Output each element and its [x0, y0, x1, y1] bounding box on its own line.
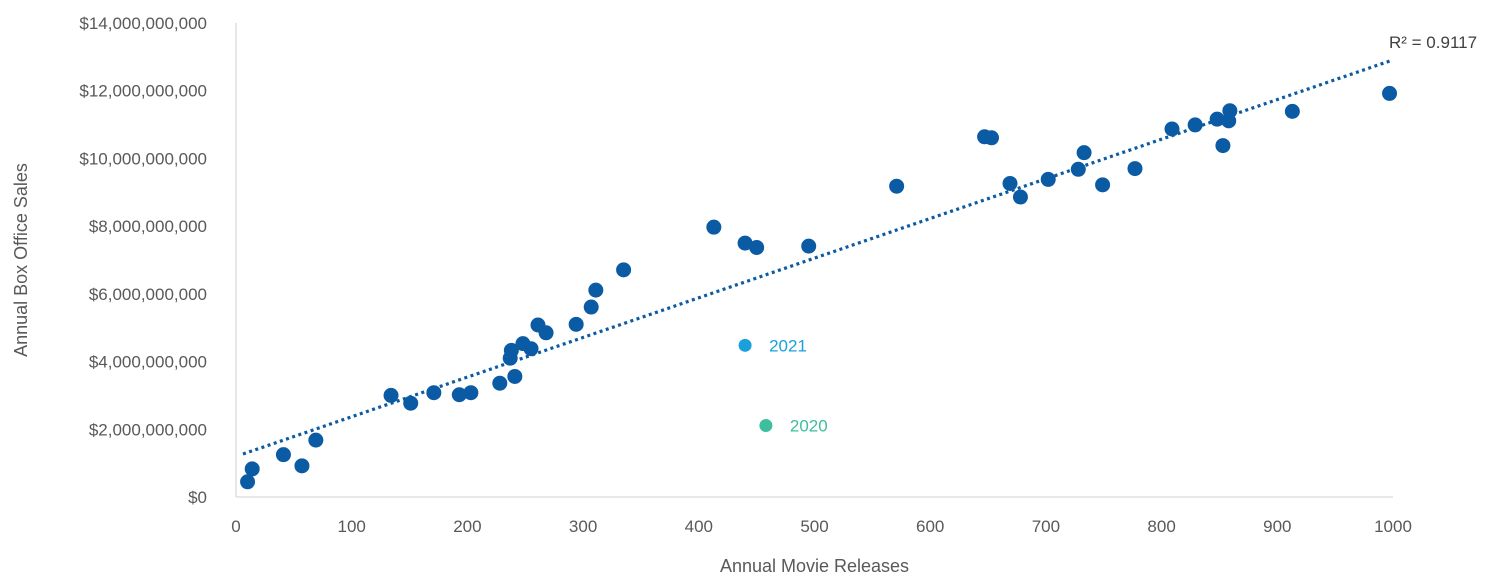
- data-point: [706, 219, 722, 235]
- y-tick-label: $12,000,000,000: [79, 82, 207, 101]
- data-point: [984, 130, 1000, 146]
- data-point-2021: [738, 338, 752, 352]
- labels-layer: 0 100 200 300 400 500 600 700 800 900 1000 $0 $2,000…: [11, 14, 1477, 576]
- data-point: [588, 282, 604, 298]
- data-point: [1012, 189, 1028, 205]
- y-tick-label: $0: [188, 488, 207, 507]
- x-tick-label: 600: [916, 517, 944, 536]
- data-point: [538, 325, 554, 341]
- data-point: [503, 342, 519, 358]
- x-tick-label: 300: [569, 517, 597, 536]
- x-tick-label: 400: [685, 517, 713, 536]
- x-tick-label: 800: [1147, 517, 1175, 536]
- y-axis-title: Annual Box Office Sales: [11, 163, 31, 357]
- data-point: [889, 178, 905, 194]
- axes-layer: [235, 23, 1393, 498]
- data-point: [583, 299, 599, 315]
- x-tick-label: 700: [1032, 517, 1060, 536]
- data-point: [1076, 145, 1092, 161]
- data-point: [451, 387, 467, 403]
- y-tick-label: $14,000,000,000: [79, 14, 207, 33]
- point-label-2020: 2020: [790, 417, 828, 436]
- data-point: [507, 368, 523, 384]
- data-point: [616, 262, 632, 278]
- r-squared-label: R² = 0.9117: [1389, 33, 1477, 52]
- data-point: [1382, 85, 1398, 101]
- data-point: [463, 385, 479, 401]
- data-point: [1040, 171, 1056, 187]
- data-point: [308, 432, 324, 448]
- data-point: [383, 387, 399, 403]
- x-tick-label: 200: [453, 517, 481, 536]
- data-point: [1127, 161, 1143, 177]
- data-point: [1070, 161, 1086, 177]
- data-point: [244, 461, 260, 477]
- y-tick-label: $10,000,000,000: [79, 149, 207, 168]
- data-point: [737, 235, 753, 251]
- points-layer: [240, 85, 1398, 490]
- data-point: [1164, 121, 1180, 137]
- x-tick-label: 1000: [1374, 517, 1412, 536]
- x-tick-label: 100: [338, 517, 366, 536]
- x-axis-title: Annual Movie Releases: [720, 556, 909, 576]
- data-point: [568, 316, 584, 332]
- y-tick-label: $6,000,000,000: [89, 285, 207, 304]
- data-point: [1095, 177, 1111, 193]
- data-point: [1002, 175, 1018, 191]
- data-point: [1284, 103, 1300, 119]
- x-tick-label: 500: [800, 517, 828, 536]
- point-label-2021: 2021: [769, 336, 807, 355]
- data-point: [403, 395, 419, 411]
- y-tick-label: $4,000,000,000: [89, 353, 207, 372]
- data-point: [492, 375, 508, 391]
- y-tick-label: $8,000,000,000: [89, 217, 207, 236]
- data-point: [1215, 138, 1231, 154]
- data-point: [523, 341, 539, 357]
- data-point-2020: [759, 419, 773, 433]
- data-point: [1209, 111, 1225, 127]
- data-point: [801, 238, 817, 254]
- data-point: [749, 239, 765, 255]
- data-point: [1187, 117, 1203, 133]
- data-point: [275, 447, 291, 463]
- data-point: [426, 385, 442, 401]
- data-point: [294, 458, 310, 474]
- x-tick-label: 900: [1263, 517, 1291, 536]
- data-point: [240, 474, 256, 490]
- y-tick-label: $2,000,000,000: [89, 420, 207, 439]
- x-tick-label: 0: [231, 517, 240, 536]
- data-point: [1222, 103, 1238, 119]
